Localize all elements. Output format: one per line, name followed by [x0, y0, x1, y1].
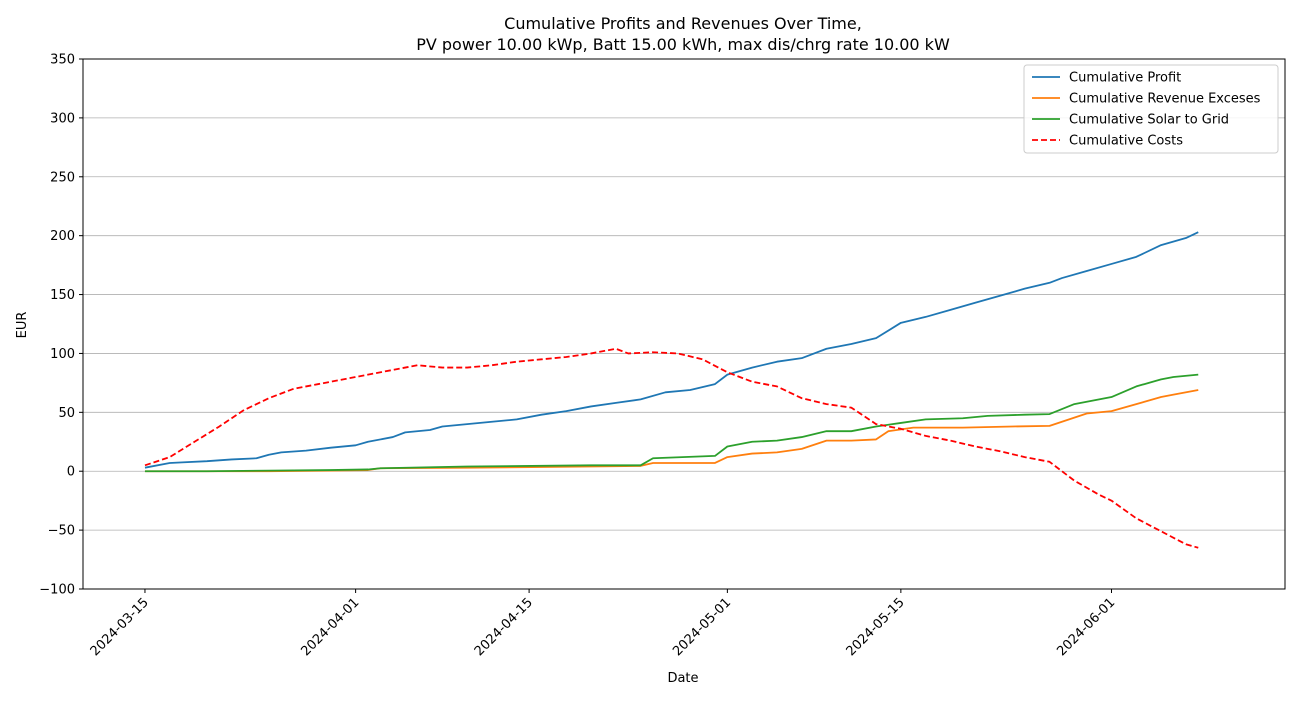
series-line-2: [144, 389, 1199, 473]
y-tick-label: 50: [58, 406, 75, 421]
legend-label: Cumulative Revenue Exceses: [1069, 92, 1261, 107]
x-axis: 2024-03-15 2024-04-01 2024-04-15 2024-05-01…: [88, 589, 1118, 659]
y-tick-label: 200: [50, 229, 75, 244]
y-tick-label: 350: [50, 53, 75, 68]
x-tick-label: 2024-05-15: [844, 595, 908, 659]
y-tick-label: 150: [50, 288, 75, 303]
x-tick-label: 2024-06-01: [1054, 595, 1118, 659]
y-axis-label: EUR: [15, 312, 30, 339]
y-tick-label: 0: [67, 465, 75, 480]
y-tick-label: −50: [48, 524, 75, 539]
legend-box: [1023, 64, 1279, 154]
chart-subtitle: PV power 10.00 kWp, Batt 15.00 kWh, max …: [416, 35, 950, 54]
y-axis: −100 −50 0 50 100 150 200 250 300 350: [39, 53, 83, 598]
series-line-3: [144, 373, 1199, 473]
x-axis-label: Date: [667, 671, 698, 686]
y-tick-label: −100: [39, 583, 75, 598]
y-tick-label: 300: [50, 111, 75, 126]
y-tick-label: 100: [50, 347, 75, 362]
chart-title: Cumulative Profits and Revenues Over Tim…: [504, 14, 862, 33]
x-tick-label: 2024-04-15: [472, 595, 536, 659]
x-tick-label: 2024-03-15: [88, 595, 152, 659]
y-tick-label: 250: [50, 170, 75, 185]
legend: Cumulative Profit Cumulative Revenue Exce…: [1023, 64, 1279, 154]
series-line-1: [144, 231, 1199, 469]
plot-frame: [82, 58, 1286, 590]
series-layer: [144, 231, 1199, 549]
legend-label: Cumulative Costs: [1069, 134, 1183, 149]
series-line-4: [144, 347, 1199, 549]
legend-label: Cumulative Profit: [1069, 71, 1181, 86]
legend-label: Cumulative Solar to Grid: [1069, 113, 1229, 128]
x-tick-label: 2024-05-01: [670, 595, 734, 659]
x-tick-label: 2024-04-01: [298, 595, 362, 659]
